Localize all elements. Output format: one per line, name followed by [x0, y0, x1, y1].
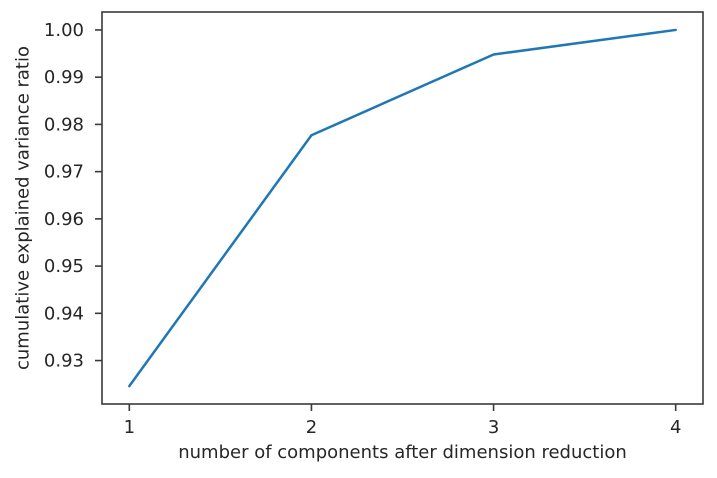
y-tick-label: 1.00 — [44, 20, 84, 41]
data-line — [128, 28, 677, 388]
y-tick-label: 0.94 — [44, 303, 84, 324]
x-tick-label: 3 — [488, 417, 499, 438]
x-axis-label: number of components after dimension red… — [178, 442, 627, 463]
y-tick-label: 0.93 — [44, 351, 84, 372]
y-tick-label: 0.99 — [44, 67, 84, 88]
x-tick-label: 1 — [124, 417, 135, 438]
x-tick-label: 2 — [306, 417, 317, 438]
x-tick-label: 4 — [670, 417, 681, 438]
y-axis-label: cumulative explained variance ratio — [12, 46, 34, 370]
y-tick-label: 0.96 — [44, 209, 84, 230]
y-tick-label: 0.98 — [44, 114, 84, 135]
y-tick-label: 0.95 — [44, 256, 84, 277]
y-tick-label: 0.97 — [44, 162, 84, 183]
plot-frame — [101, 11, 704, 405]
